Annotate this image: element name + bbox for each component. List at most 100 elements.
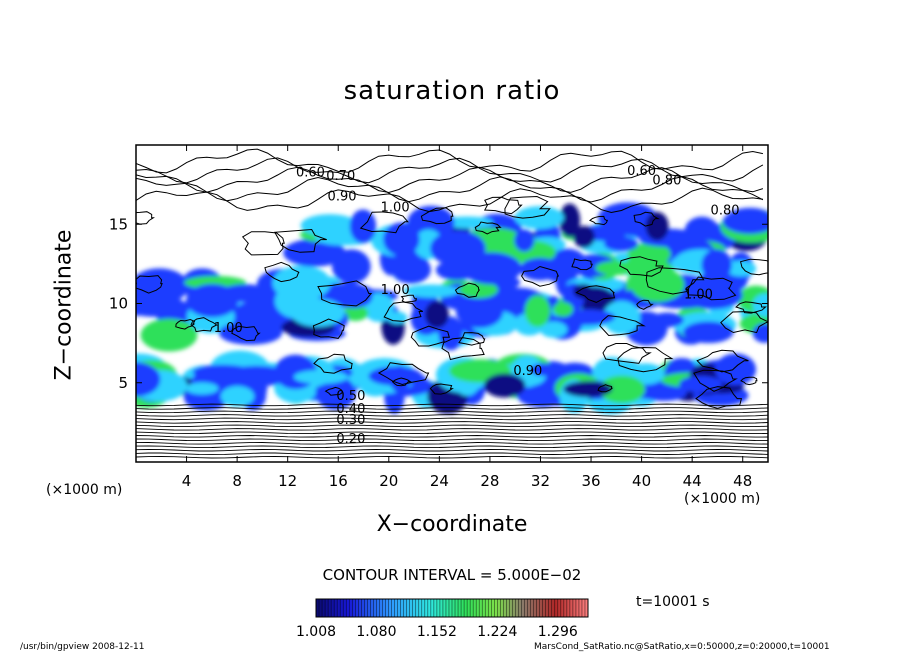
colorbar-tick-label: 1.152 [417,624,457,640]
contour-loop [136,211,156,225]
shade-blob [514,229,535,252]
shade-blob [514,206,564,230]
shade-blob [650,312,684,328]
contour-label: 0.50 [336,389,365,404]
shade-blob [283,238,346,267]
contour-line [136,421,768,424]
colorbar-tick-label: 1.296 [538,624,578,640]
contour-loop [645,267,705,295]
colorbar-tick-label: 1.008 [296,624,336,640]
shade-blob [573,283,594,299]
shade-blob [598,375,646,404]
x-tick-label: 16 [329,472,348,490]
shade-blob [290,298,345,327]
contour-line [136,424,768,428]
contour-label: 0.90 [513,364,542,379]
contour-loop [720,311,768,334]
contour-loop [264,261,300,283]
shade-blob [315,376,356,410]
contour-loop [602,343,652,364]
contour-loop [735,301,767,314]
contour-line [136,176,764,203]
contour-label: 0.70 [326,169,355,184]
shade-blob [342,305,369,321]
shade-blob [530,363,558,377]
contour-loop [410,325,450,347]
contour-loop [619,256,664,277]
shade-blob [483,373,526,398]
colorbar-tick-label: 1.080 [356,624,396,640]
shade-blob [553,301,574,317]
plot-area: 0.60 0.700.901.000.600.800.801.00 1.001.00… [136,145,768,462]
contour-loop [324,386,343,396]
contour-line [136,187,763,214]
contour-loop [429,383,454,395]
contour-line [136,414,768,417]
shade-blob [402,284,460,298]
shade-blob [192,364,253,379]
shade-blob [619,211,645,237]
shade-blob [140,318,198,352]
shade-blob [563,381,613,398]
contour-label: 0.60 [627,164,656,179]
contour-loop [383,301,424,322]
contour-label: 0.60 [296,166,325,181]
contour-loop [391,377,413,387]
x-tick-label: 36 [581,472,600,490]
contour-label: 0.90 [328,189,357,204]
contour-label: 0.80 [652,174,681,189]
shade-blob [407,205,455,241]
shade-blob [559,203,581,238]
contour-loop [740,376,758,386]
shade-blob [455,294,504,329]
contour-lines [136,148,768,459]
shade-blob [218,321,283,345]
shade-blob [595,260,636,276]
contour-line [136,438,768,442]
contour-loop [617,346,674,373]
contour-line [136,428,768,431]
contour-label: 0.80 [711,204,740,219]
contour-loop [599,315,646,337]
contour-label: 1.00 [381,283,410,298]
contour-labels: 0.60 0.700.901.000.600.800.801.00 1.001.00… [214,164,740,447]
contour-loop [190,317,219,333]
contour-line [136,166,764,194]
contour-label: 1.00 [381,201,410,216]
contour-line [136,445,768,449]
contour-loop [317,280,373,307]
contour-label: 0.40 [336,402,365,417]
footer-source: MarsCond_SatRatio.nc@SatRatio,x=0:50000,… [534,642,830,652]
contour-loop [739,258,768,276]
contour-loop [400,294,418,303]
contour-label: 0.20 [336,432,365,447]
y-axis-ticks: 5 10 15 [109,215,768,392]
shade-blob [368,366,423,386]
x-tick-label: 32 [531,472,550,490]
shade-blob [519,257,561,281]
contour-label: 1.00 [214,321,243,336]
shade-blob [627,242,671,266]
contour-loop [136,275,163,294]
shade-blob [603,236,638,252]
contour-loop [693,369,738,392]
contour-loop [589,215,609,226]
contour-line [136,157,764,184]
contour-line [136,431,768,435]
shade-blob [722,209,768,234]
y-tick-label: 15 [109,215,128,233]
contour-loop [685,276,737,301]
x-tick-label: 44 [683,472,702,490]
y-tick-label: 5 [118,374,128,392]
shade-blob [683,321,734,344]
shade-blob [752,293,768,317]
x-tick-label: 20 [379,472,398,490]
x-tick-label: 24 [430,472,449,490]
shade-blob [160,297,186,316]
x-tick-label: 48 [733,472,752,490]
contour-loop [521,265,560,287]
contour-loop [597,384,614,393]
shade-blob [136,362,161,397]
shade-blob [524,295,551,328]
